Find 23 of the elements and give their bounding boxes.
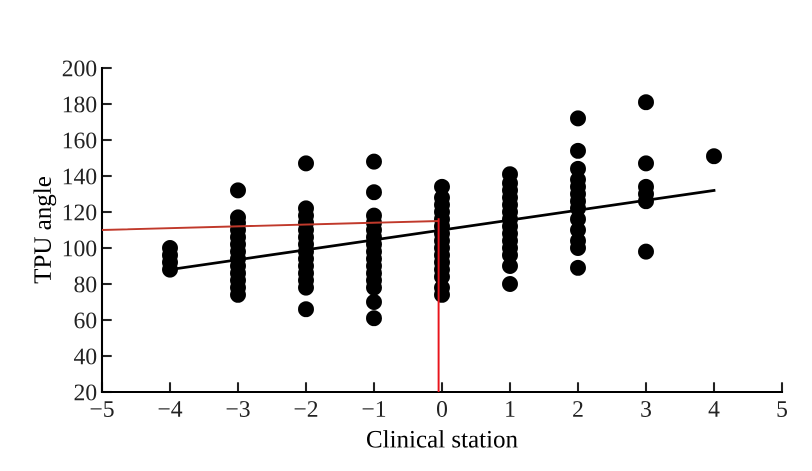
x-tick-label: −1 [362,401,386,417]
x-tick-label: 4 [708,401,720,417]
y-tick-label: 160 [64,132,96,148]
x-tick-label: −2 [294,401,318,417]
y-tick-label: 120 [64,204,96,220]
y-tick-label: 20 [74,384,96,400]
x-tick-label: 0 [436,401,448,417]
x-tick-label: 2 [573,401,583,417]
x-tick-label: 5 [777,401,787,417]
y-tick-label: 200 [62,60,96,76]
y-tick-label: 100 [64,240,96,256]
x-axis-title: Clinical station [366,430,518,448]
y-tick-label: 60 [74,312,96,328]
y-axis-title: TPU angle [33,177,56,284]
y-tick-label: 40 [74,348,96,364]
y-tick-label: 80 [74,276,96,292]
x-tick-label: 1 [506,401,514,417]
y-tick-label: 180 [64,96,96,112]
x-tick-label: −3 [226,401,250,417]
x-tick-label: −5 [90,401,114,417]
y-tick-label: 140 [64,168,96,184]
x-tick-label: −4 [158,401,182,417]
x-tick-label: 3 [641,401,651,417]
